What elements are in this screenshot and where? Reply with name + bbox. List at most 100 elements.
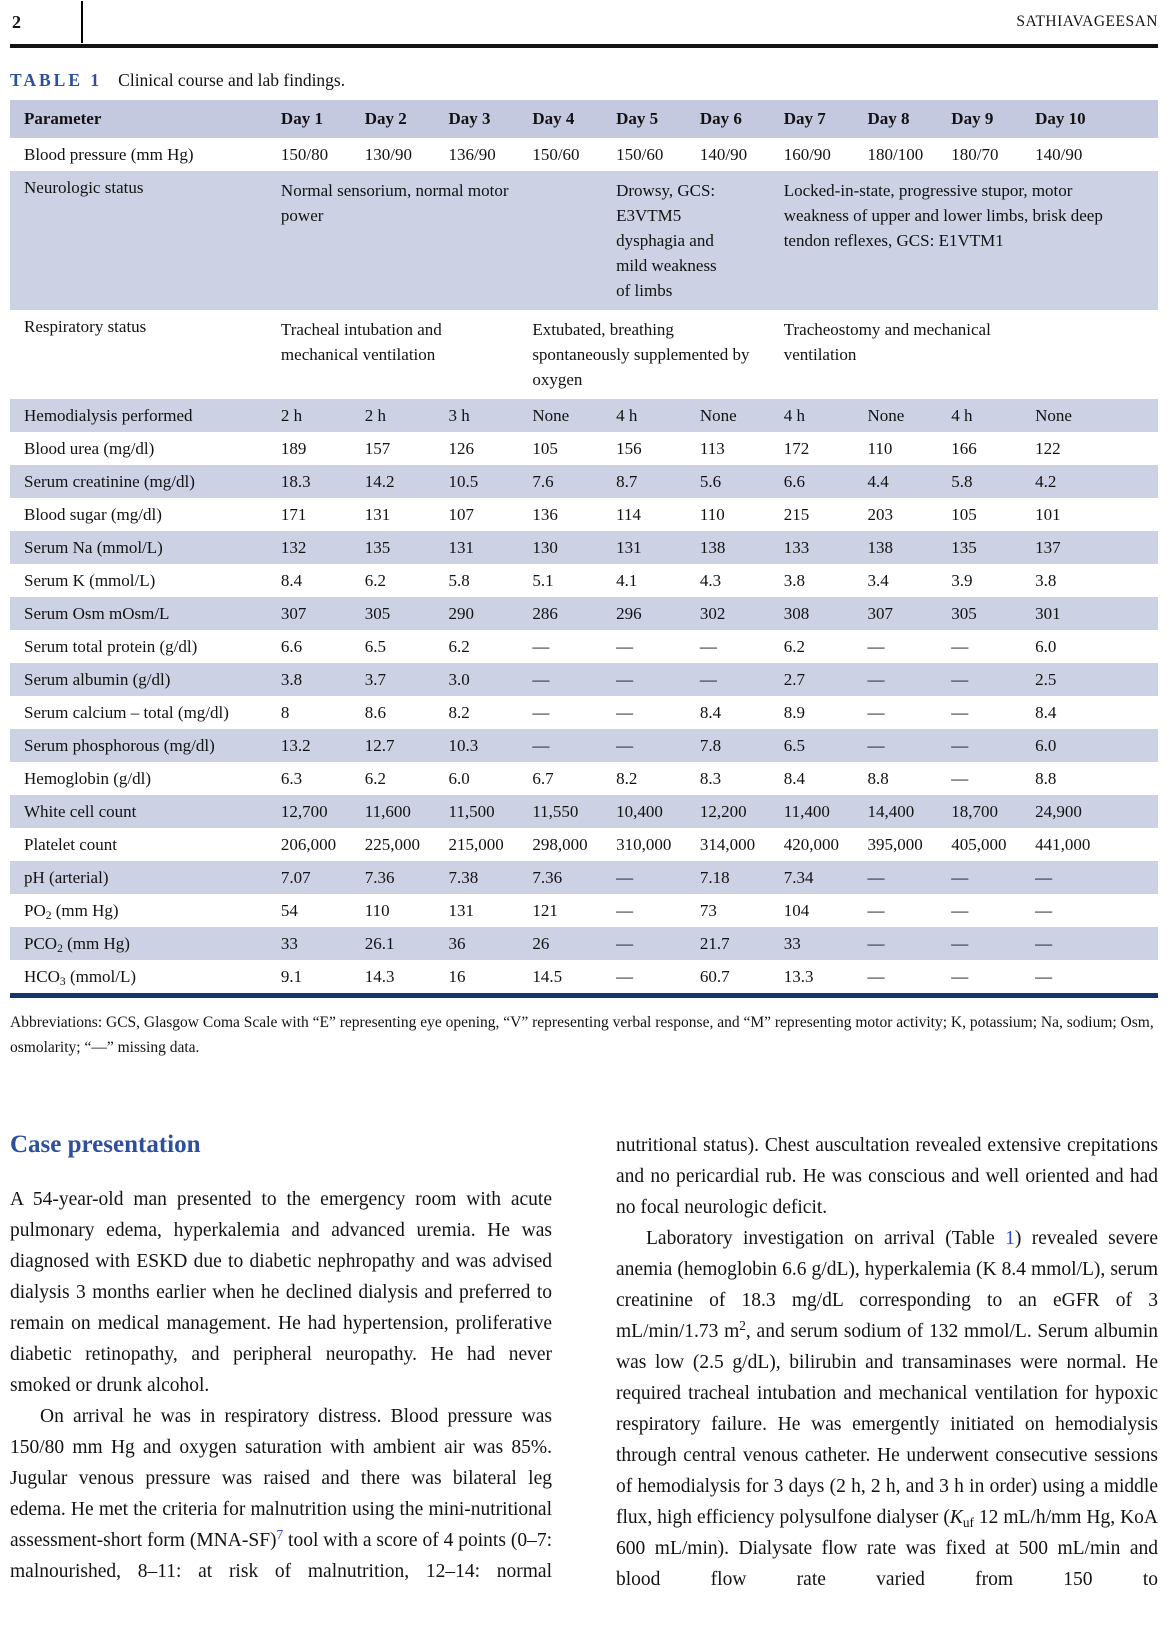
value-cell: 36 [448,927,533,960]
value-cell: 3.0 [448,663,533,696]
value-cell: 8.3 [699,769,722,788]
value-cell: 101 [1035,505,1061,524]
value-cell: 18,700 [951,795,1036,828]
value-cell: 4.2 [1035,465,1158,498]
value-cell: 441,000 [1035,835,1091,854]
value-cell: 150/80 [280,145,329,164]
value-cell: 110 [867,439,893,458]
value-cell: 18.3 [280,465,365,498]
param-cell: Hemodialysis performed [10,399,281,432]
value-cell: 110 [364,901,390,920]
value-cell: 137 [1035,531,1158,564]
value-cell: 8.4 [699,703,722,722]
value-cell: 7.18 [699,861,784,894]
value-cell: 13.2 [280,729,365,762]
value-cell: 8.8 [867,769,889,788]
value-cell: 305 [951,597,1036,630]
value-cell: — [532,729,617,762]
header-divider [81,1,83,43]
value-cell: 136 [532,505,558,524]
value-cell: 5.8 [448,571,470,590]
value-cell: 6.3 [280,769,303,788]
value-cell: 14.3 [364,967,395,986]
value-cell: 4.4 [867,465,952,498]
value-cell: 130 [532,531,617,564]
table-row: Blood urea (mg/dl) 189 157 126 105 156 113 172 1… [10,432,1158,465]
table-row: PCO2 (mm Hg) 33 26.1 36 26—21.7 33— — — [10,927,1158,960]
param-cell: Serum albumin (g/dl) [10,663,281,696]
value-cell: — [867,663,952,696]
header-rule [10,44,1158,48]
value-cell: Locked-in-state, progressive stupor, mot… [783,171,1158,310]
value-cell: 11,600 [364,795,449,828]
column-header-day-5: Day 5 [616,100,700,138]
value-cell: 314,000 [699,835,756,854]
value-cell: 189 [280,439,307,458]
page: 2 SATHIAVAGEESAN TABLE 1 Clinical course … [10,0,1158,1595]
page-header: 2 SATHIAVAGEESAN [10,0,1158,44]
value-cell: — [951,637,969,656]
right-column: nutritional status). Chest auscultation … [616,1130,1158,1595]
value-cell: 180/100 [867,145,924,164]
value-cell: 6.0 [1035,637,1057,656]
value-cell: — [867,729,952,762]
value-cell: 26 [532,927,617,960]
value-cell: — [867,967,885,986]
value-cell: 140/90 [1035,145,1083,164]
table-row: Platelet count 206,000 225,000 215,000 298,0… [10,828,1158,861]
table-caption: TABLE 1 Clinical course and lab findings. [10,70,1158,91]
value-cell: — [951,927,1036,960]
table-row: Blood sugar (mg/dl) 171 131 107 136 114 110 215… [10,498,1158,531]
value-cell: 126 [448,439,475,458]
value-cell: 395,000 [867,835,923,854]
value-cell: 135 [364,531,449,564]
value-cell: 16 [448,967,466,986]
value-cell: 157 [364,439,391,458]
value-cell: 110 [699,505,725,524]
value-cell: 6.2 [783,637,805,656]
value-cell: 2.5 [1035,663,1158,696]
value-cell: — [616,637,634,656]
value-cell: 150/60 [616,145,664,164]
table-row: Serum phosphorous (mg/dl) 13.2 12.7 10.3— —7… [10,729,1158,762]
value-cell: — [1035,927,1158,960]
value-cell: — [951,703,969,722]
value-cell: None [1035,399,1158,432]
value-cell: 135 [951,531,1036,564]
value-cell: 14,400 [867,795,952,828]
table-row: Serum Na (mmol/L) 132 135 131 130 131 138 133 13… [10,531,1158,564]
param-cell: Serum total protein (g/dl) [24,637,198,656]
value-cell: 14.2 [364,465,449,498]
table-row: HCO3 (mmol/L) 9.1 14.3 16 14.5 — 60.7 13.3 — — — [10,960,1158,993]
value-cell: 6.6 [280,637,303,656]
value-cell: 6.5 [364,637,386,656]
value-cell: 107 [448,505,475,524]
value-cell: 160/90 [783,145,831,164]
value-cell: 3.8 [783,571,805,590]
value-cell: 130/90 [364,145,412,164]
value-cell: None [532,399,617,432]
value-cell: 7.07 [280,861,365,894]
value-cell: 290 [448,597,533,630]
value-cell: — [616,861,700,894]
table-caption-text: Clinical course and lab findings. [118,70,346,90]
value-cell: 11,550 [532,795,617,828]
citation-link[interactable]: 1 [1005,1228,1015,1249]
value-cell: 3.8 [1035,571,1057,590]
value-cell: 307 [867,597,952,630]
value-cell: 5.1 [532,571,554,590]
table-row: Serum Osm mOsm/L 307 305 290 286 296 302 308 307… [10,597,1158,630]
citation-link[interactable]: 7 [276,1527,284,1543]
value-cell: 114 [616,505,641,524]
value-cell: 6.2 [448,637,470,656]
value-cell: 8.2 [616,769,638,788]
value-cell: 121 [532,901,558,920]
value-cell: 215 [783,505,810,524]
value-cell: 8.8 [1035,769,1057,788]
value-cell: 60.7 [699,967,730,986]
value-cell: — [532,637,550,656]
value-cell: 310,000 [616,835,672,854]
value-cell: 8.4 [783,769,805,788]
param-cell: Platelet count [24,835,118,854]
table-row: Serum K (mmol/L) 8.4 6.2 5.8 5.1 4.1 4.3 3.8 3.4… [10,564,1158,597]
